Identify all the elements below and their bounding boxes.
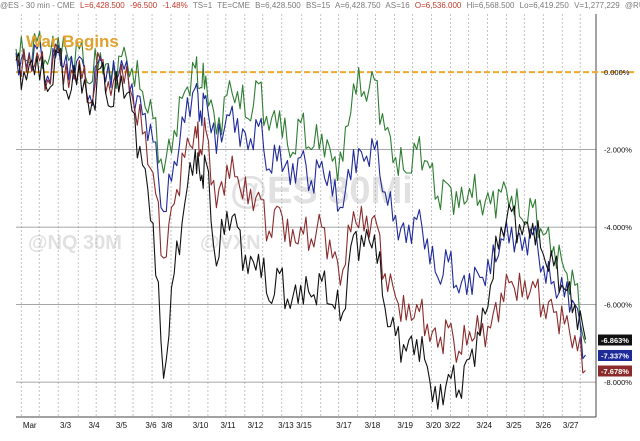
- header-high: Hi=6,568.500: [466, 1, 515, 10]
- x-tick-label-5: 3/8: [161, 421, 173, 430]
- header-last: L=6,428.500: [80, 1, 125, 10]
- header-volume: V=1,277,229: [574, 1, 620, 10]
- series-line-3: [15, 47, 587, 410]
- x-tick-label-19: 3/27: [563, 421, 579, 430]
- x-tick-label-11: 3/17: [336, 421, 352, 430]
- end-value-label-1: -7.337%: [601, 352, 629, 361]
- end-value-labels: -7.337% -7.678% -6.863%: [598, 334, 632, 377]
- end-value-box-3: [598, 334, 632, 346]
- x-tick-label-12: 3/18: [365, 421, 381, 430]
- header-ask-size: AS=16: [385, 1, 410, 10]
- x-tick-label-1: 3/3: [60, 421, 72, 430]
- x-tick-label-17: 3/25: [506, 421, 522, 430]
- end-value-box-1: [598, 350, 632, 361]
- header-bid-size: BS=15: [305, 1, 331, 10]
- chart-header-bar: @ES - 30 min - CME L=6,428.500 -96.500 -…: [0, 0, 640, 12]
- header-low: Lo=6,419.250: [519, 1, 569, 10]
- grid-layer: [16, 14, 597, 418]
- end-value-box-2: [598, 365, 632, 377]
- war-begins-annotation: War Begins: [26, 32, 119, 51]
- series-line-2: [15, 43, 586, 374]
- header-trailing: @RUT 30 min CME: [624, 1, 640, 10]
- x-tick-label-16: 3/24: [476, 421, 492, 430]
- header-ask: A=6,428.750: [335, 1, 381, 10]
- y-tick-label-2: -4.000%: [604, 223, 632, 232]
- y-tick-label-0: 0.000%: [604, 68, 630, 77]
- end-value-label-2: -7.678%: [601, 367, 629, 376]
- series-line-1: [15, 39, 586, 360]
- y-tick-label-3: -6.000%: [604, 301, 632, 310]
- x-tick-label-13: 3/19: [397, 421, 413, 430]
- series-line-0: [15, 30, 587, 344]
- y-tick-label-4: -8.000%: [604, 378, 632, 387]
- x-tick-label-18: 3/26: [535, 421, 551, 430]
- x-tick-label-6: 3/10: [193, 421, 209, 430]
- header-change-pct: -1.48%: [162, 1, 188, 10]
- header-ts: TS=1: [192, 1, 213, 10]
- header-exchange: TE=CME: [217, 1, 250, 10]
- header-bid: B=6,428.500: [255, 1, 301, 10]
- x-tick-label-3: 3/5: [116, 421, 128, 430]
- watermark-nq: @NQ 30M: [28, 232, 122, 254]
- series-layer: [15, 30, 587, 410]
- x-tick-label-10: 3/15: [296, 421, 312, 430]
- x-tick-labels: Mar 3/3 3/4 3/5 3/6 3/8 3/10 3/11 3/12 3/13 3/15 3/…: [23, 421, 579, 430]
- header-open: O=6,536.000: [414, 1, 462, 10]
- y-tick-label-1: -2.000%: [604, 146, 632, 155]
- header-change: -96.500: [130, 1, 158, 10]
- y-tick-labels: 0.000% -2.000% -4.000% -6.000% -8.000%: [604, 68, 632, 387]
- x-tick-label-14: 3/20: [426, 421, 442, 430]
- header-symbol: @ES - 30 min - CME: [0, 1, 75, 10]
- x-tick-label-7: 3/11: [220, 421, 236, 430]
- x-tick-label-8: 3/12: [248, 421, 264, 430]
- watermark-vxn: @VXN: [200, 232, 261, 254]
- end-value-label-3: -6.863%: [601, 336, 629, 345]
- x-tick-label-4: 3/6: [145, 421, 157, 430]
- x-tick-label-0: Mar: [23, 421, 37, 430]
- x-tick-label-15: 3/22: [445, 421, 461, 430]
- x-tick-label-2: 3/4: [88, 421, 100, 430]
- x-tick-label-9: 3/13: [278, 421, 294, 430]
